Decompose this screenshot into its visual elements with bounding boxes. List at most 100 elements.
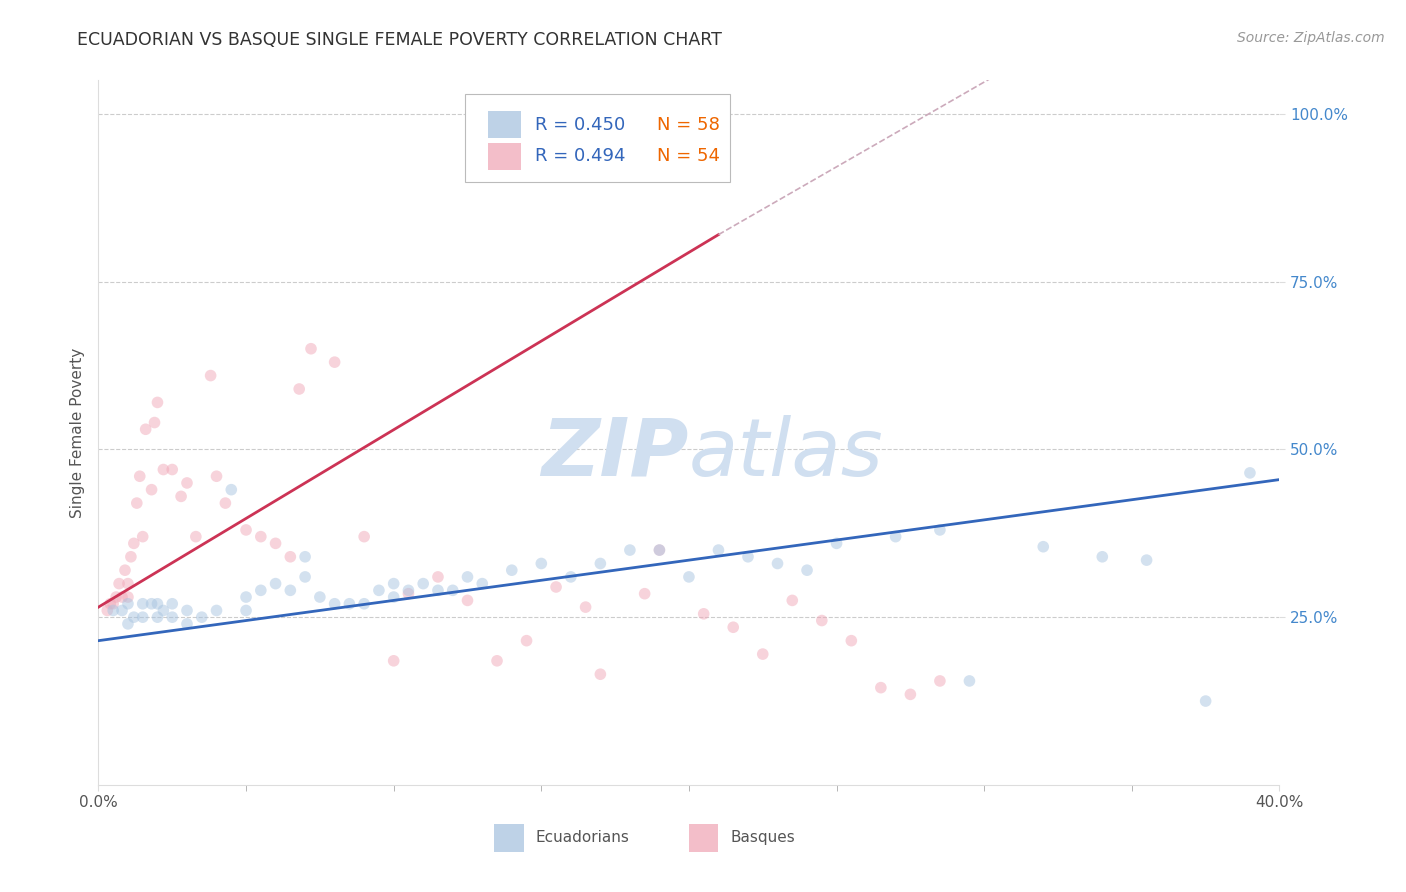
Text: Ecuadorians: Ecuadorians [536,830,630,846]
Point [339,597,361,611]
Point [323,597,346,611]
Point [141,483,163,497]
Point [648,543,671,558]
Point [323,355,346,369]
Point [707,543,730,558]
Point [205,603,228,617]
Point [648,543,671,558]
Point [825,536,848,550]
Point [162,597,183,611]
Point [560,570,582,584]
Text: R = 0.450: R = 0.450 [536,116,626,134]
Point [589,557,612,571]
Text: R = 0.494: R = 0.494 [536,147,626,165]
Point [250,583,273,598]
Point [146,597,169,611]
Point [398,587,420,601]
Point [176,616,198,631]
Point [191,610,214,624]
Point [382,576,405,591]
Point [1136,553,1159,567]
Point [441,583,464,598]
Point [205,469,228,483]
Point [294,549,316,564]
Point [309,590,332,604]
Point [294,570,316,584]
Point [96,603,118,617]
Point [457,570,479,584]
Point [103,597,125,611]
Point [766,557,789,571]
Point [128,469,150,483]
Text: Source: ZipAtlas.com: Source: ZipAtlas.com [1237,31,1385,45]
Point [782,593,804,607]
Point [117,597,139,611]
Point [114,563,136,577]
Text: ZIP: ZIP [541,415,689,492]
Point [264,536,287,550]
Point [353,530,375,544]
Point [200,368,222,383]
Point [264,576,287,591]
Point [678,570,700,584]
Point [235,590,257,604]
Point [117,616,139,631]
Point [870,681,893,695]
Point [235,523,257,537]
Text: ECUADORIAN VS BASQUE SINGLE FEMALE POVERTY CORRELATION CHART: ECUADORIAN VS BASQUE SINGLE FEMALE POVER… [77,31,723,49]
Point [1195,694,1218,708]
Point [122,536,145,550]
Point [530,557,553,571]
Y-axis label: Single Female Poverty: Single Female Poverty [69,348,84,517]
Point [634,587,657,601]
FancyBboxPatch shape [494,823,523,852]
Point [353,597,375,611]
Point [1091,549,1114,564]
Point [117,576,139,591]
Point [170,489,193,503]
Text: N = 54: N = 54 [657,147,720,165]
Point [214,496,236,510]
Point [382,590,405,604]
Point [619,543,641,558]
FancyBboxPatch shape [689,823,718,852]
Point [235,603,257,617]
Point [929,523,952,537]
Point [288,382,311,396]
Point [457,593,479,607]
Point [250,530,273,544]
Point [221,483,243,497]
Point [108,576,131,591]
Point [516,633,538,648]
Point [884,530,907,544]
Point [841,633,863,648]
Point [427,583,450,598]
Point [105,590,128,604]
Point [752,647,775,661]
FancyBboxPatch shape [464,95,730,183]
Text: Basques: Basques [730,830,794,846]
Point [120,549,142,564]
Point [929,673,952,688]
Point [103,603,125,617]
Point [382,654,405,668]
Point [152,462,174,476]
Point [125,496,148,510]
Point [162,610,183,624]
FancyBboxPatch shape [488,112,522,138]
Point [111,603,134,617]
Point [1032,540,1054,554]
Point [98,597,121,611]
Point [810,614,832,628]
Point [146,610,169,624]
Point [132,597,155,611]
Point [299,342,322,356]
Point [501,563,523,577]
Point [176,475,198,490]
Point [693,607,716,621]
Point [141,597,163,611]
Point [575,600,598,615]
Point [737,549,759,564]
Point [486,654,509,668]
Point [117,590,139,604]
